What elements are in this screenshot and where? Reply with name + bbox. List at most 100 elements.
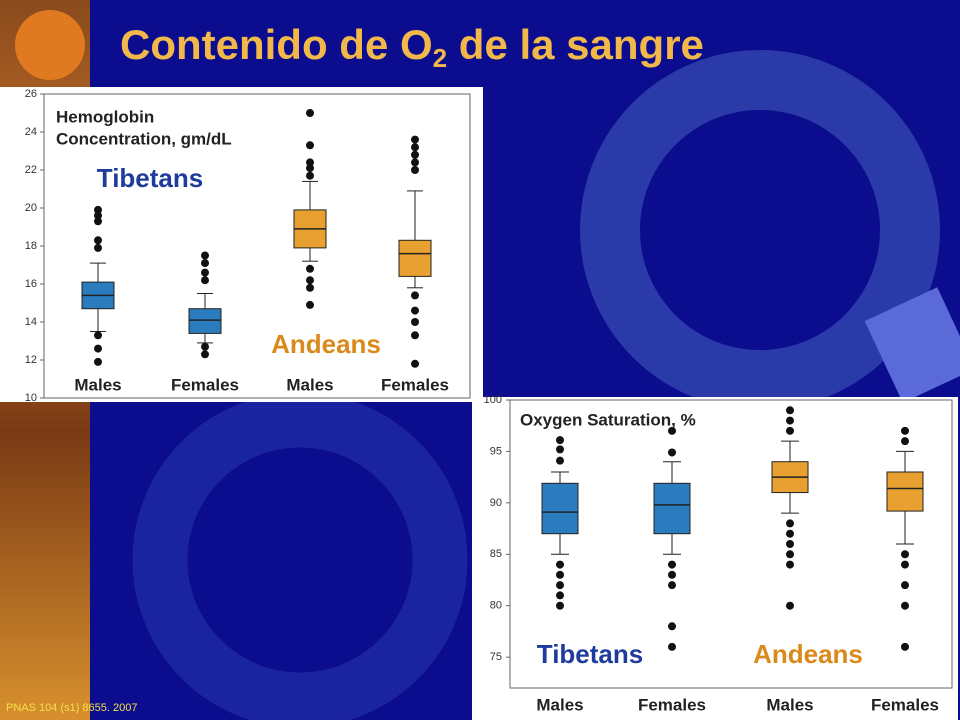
outlier xyxy=(901,642,909,651)
outlier xyxy=(306,283,314,292)
chart-title: Concentration, gm/dL xyxy=(56,129,232,148)
y-tick-label: 100 xyxy=(484,394,502,406)
outlier xyxy=(786,519,794,528)
citation: PNAS 104 (s1) 8655. 2007 xyxy=(6,702,137,714)
y-tick-label: 18 xyxy=(25,240,37,252)
outlier xyxy=(306,158,314,167)
outlier xyxy=(411,359,419,368)
x-tick-label: Females xyxy=(381,375,449,394)
outlier xyxy=(411,166,419,174)
chart-panel xyxy=(472,397,958,720)
outlier xyxy=(668,560,676,569)
annotation: Tibetans xyxy=(537,639,643,669)
y-tick-label: 10 xyxy=(25,392,37,404)
outlier xyxy=(556,436,564,445)
outlier xyxy=(94,211,102,220)
outlier xyxy=(306,109,314,117)
outlier xyxy=(786,601,794,610)
outlier xyxy=(201,342,209,351)
gear-decoration xyxy=(580,50,940,410)
outlier xyxy=(668,642,676,651)
outlier xyxy=(786,416,794,425)
outlier xyxy=(901,560,909,569)
slide-title: Contenido de O2 de la sangre xyxy=(120,21,704,73)
chart: 75 80 85 90 95 100 Oxygen Saturation, % Males Fe… xyxy=(472,394,958,720)
outlier xyxy=(901,437,909,446)
outlier xyxy=(306,300,314,309)
box xyxy=(188,308,222,334)
annotation: Andeans xyxy=(271,329,381,359)
outlier xyxy=(786,406,794,415)
y-tick-label: 20 xyxy=(25,202,37,214)
outlier xyxy=(94,357,102,366)
y-tick-label: 22 xyxy=(25,164,37,176)
x-tick-label: Females xyxy=(871,695,939,714)
outlier xyxy=(201,350,209,359)
outlier xyxy=(94,243,102,252)
chart: 10 12 14 16 18 20 22 24 26 Hemoglobin Concentratio… xyxy=(0,87,483,404)
y-tick-label: 80 xyxy=(490,600,502,612)
box xyxy=(541,482,579,535)
outlier xyxy=(201,276,209,285)
outlier xyxy=(411,318,419,326)
outlier xyxy=(786,550,794,559)
outlier xyxy=(668,581,676,590)
outlier xyxy=(668,426,676,435)
gear-decoration xyxy=(15,10,85,80)
outlier xyxy=(901,581,909,590)
outlier xyxy=(201,268,209,277)
annotation: Andeans xyxy=(753,639,863,669)
outlier xyxy=(94,205,102,214)
outlier xyxy=(411,143,419,152)
outlier xyxy=(556,445,564,454)
outlier xyxy=(786,529,794,538)
outlier xyxy=(786,426,794,435)
x-tick-label: Females xyxy=(171,375,239,394)
outlier xyxy=(668,570,676,579)
outlier xyxy=(668,622,676,631)
outlier xyxy=(306,164,314,173)
x-tick-label: Males xyxy=(536,695,583,714)
outlier xyxy=(556,570,564,579)
outlier xyxy=(94,344,102,353)
x-tick-label: Males xyxy=(74,375,121,394)
annotation: Tibetans xyxy=(97,163,203,193)
y-tick-label: 14 xyxy=(25,316,37,328)
y-tick-label: 85 xyxy=(490,548,502,560)
x-tick-label: Males xyxy=(286,375,333,394)
title-part: de la sangre xyxy=(447,21,704,68)
outlier xyxy=(201,251,209,260)
y-tick-label: 24 xyxy=(25,126,37,138)
box xyxy=(886,471,924,512)
outlier xyxy=(411,150,419,159)
outlier xyxy=(306,276,314,285)
chart-title: Oxygen Saturation, % xyxy=(520,410,696,429)
y-tick-label: 12 xyxy=(25,354,37,366)
outlier xyxy=(94,331,102,340)
chart-title: Hemoglobin xyxy=(56,107,154,126)
y-tick-label: 95 xyxy=(490,445,502,457)
outlier xyxy=(556,601,564,610)
outlier xyxy=(901,426,909,435)
outlier xyxy=(306,141,314,150)
outlier xyxy=(786,560,794,569)
outlier xyxy=(411,158,419,167)
outlier xyxy=(556,560,564,569)
outlier xyxy=(901,601,909,610)
gear-decoration xyxy=(132,392,468,725)
gear-decoration xyxy=(864,287,960,403)
x-tick-label: Females xyxy=(638,695,706,714)
outlier xyxy=(94,217,102,226)
outlier xyxy=(411,135,419,144)
y-tick-label: 26 xyxy=(25,88,37,100)
outlier xyxy=(556,456,564,465)
x-tick-label: Males xyxy=(766,695,813,714)
y-tick-label: 90 xyxy=(490,497,502,509)
plot-frame xyxy=(509,399,953,689)
box xyxy=(398,239,432,277)
y-tick-label: 16 xyxy=(25,278,37,290)
outlier xyxy=(556,581,564,590)
outlier xyxy=(411,306,419,315)
